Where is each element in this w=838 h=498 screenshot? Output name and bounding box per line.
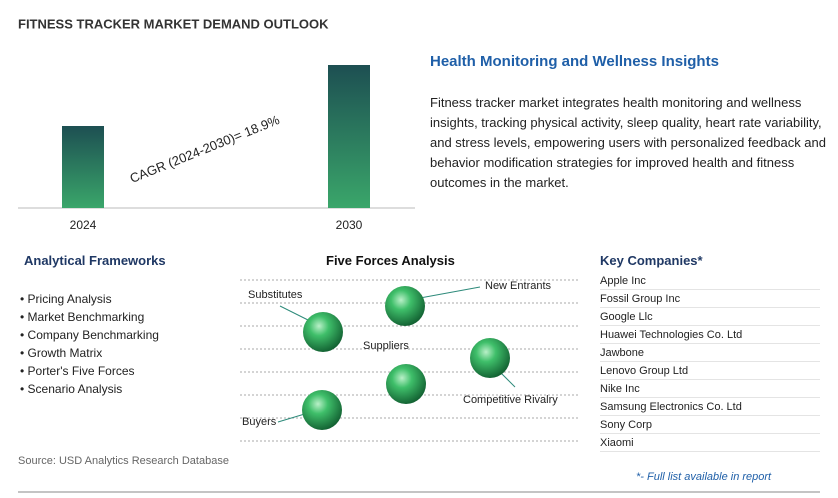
spheres xyxy=(302,286,510,430)
framework-item: • Market Benchmarking xyxy=(20,308,159,326)
frameworks-title: Analytical Frameworks xyxy=(24,253,166,268)
bullet: • xyxy=(20,364,28,378)
bar xyxy=(328,65,370,208)
sphere xyxy=(385,286,425,326)
force-label: Buyers xyxy=(242,416,277,428)
framework-text: Porter's Five Forces xyxy=(27,364,135,378)
bullet: • xyxy=(20,310,28,324)
framework-item: • Scenario Analysis xyxy=(20,380,159,398)
company-item: Nike Inc xyxy=(600,381,820,398)
framework-text: Market Benchmarking xyxy=(27,310,145,324)
insights-title: Health Monitoring and Wellness Insights xyxy=(430,53,719,70)
force-label: New Entrants xyxy=(485,280,552,292)
framework-item: • Company Benchmarking xyxy=(20,326,159,344)
bar xyxy=(62,126,104,208)
framework-text: Company Benchmarking xyxy=(27,328,159,342)
bullet: • xyxy=(20,292,28,306)
companies-list: Apple Inc Fossil Group Inc Google Llc Huawe… xyxy=(600,273,820,453)
sphere xyxy=(302,390,342,430)
bullet: • xyxy=(20,382,28,396)
footnote: *- Full list available in report xyxy=(636,471,772,483)
bullet: • xyxy=(20,346,28,360)
sphere xyxy=(386,364,426,404)
force-label: Competitive Rivalry xyxy=(463,394,558,406)
frameworks-list: • Pricing Analysis • Market Benchmarking •… xyxy=(20,290,159,398)
company-item: Huawei Technologies Co. Ltd xyxy=(600,327,820,344)
company-item: Fossil Group Inc xyxy=(600,291,820,308)
bullet: • xyxy=(20,328,28,342)
framework-text: Scenario Analysis xyxy=(27,382,123,396)
framework-text: Growth Matrix xyxy=(27,346,103,360)
framework-item: • Pricing Analysis xyxy=(20,290,159,308)
source: Source: USD Analytics Research Database xyxy=(18,455,229,467)
framework-item: • Growth Matrix xyxy=(20,344,159,362)
company-item: Lenovo Group Ltd xyxy=(600,363,820,380)
company-item: Samsung Electronics Co. Ltd xyxy=(600,399,820,416)
companies-title: Key Companies* xyxy=(600,253,703,268)
framework-text: Pricing Analysis xyxy=(27,292,112,306)
five-forces-title: Five Forces Analysis xyxy=(326,253,455,268)
company-item: Google Llc xyxy=(600,309,820,326)
sphere xyxy=(470,338,510,378)
sphere xyxy=(303,312,343,352)
chart-title: FITNESS TRACKER MARKET DEMAND OUTLOOK xyxy=(18,16,329,31)
force-label: Substitutes xyxy=(248,289,303,301)
force-label: Suppliers xyxy=(363,340,409,352)
insights-text: Fitness tracker market integrates health… xyxy=(430,95,826,190)
framework-item: • Porter's Five Forces xyxy=(20,362,159,380)
company-item: Sony Corp xyxy=(600,417,820,434)
company-item: Apple Inc xyxy=(600,273,820,290)
cagr-annotation: CAGR (2024-2030)= 18.9% xyxy=(128,112,282,186)
x-tick-label: 2024 xyxy=(70,218,97,232)
company-item: Jawbone xyxy=(600,345,820,362)
company-item: Xiaomi xyxy=(600,435,820,452)
x-tick-label: 2030 xyxy=(336,218,363,232)
